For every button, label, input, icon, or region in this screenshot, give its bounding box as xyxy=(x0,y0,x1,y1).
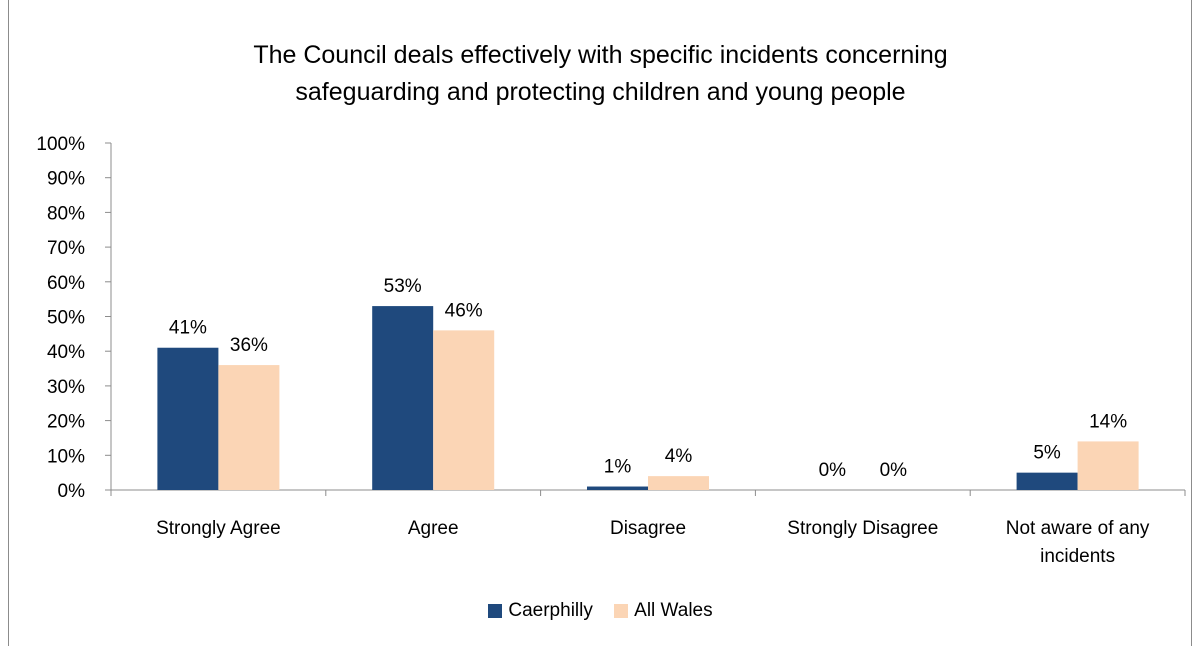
legend-swatch-caerphilly xyxy=(488,604,503,618)
x-category-label: Not aware of any xyxy=(1006,518,1150,539)
legend-item-caerphilly: Caerphilly xyxy=(488,600,593,622)
y-tick-label: 50% xyxy=(47,308,85,329)
legend-item-all-wales: All Wales xyxy=(614,600,713,622)
chart-frame xyxy=(8,0,1192,646)
legend-label-caerphilly: Caerphilly xyxy=(508,600,593,621)
y-tick-label: 40% xyxy=(47,342,85,363)
data-label-caerphilly: 41% xyxy=(169,318,207,339)
bar-caerphilly xyxy=(1016,472,1078,490)
y-tick-label: 0% xyxy=(58,481,86,502)
x-category-label: Agree xyxy=(408,518,459,539)
data-label-all-wales: 0% xyxy=(880,460,908,481)
x-category-label: Strongly Agree xyxy=(156,518,281,539)
legend-swatch-all-wales xyxy=(614,604,629,618)
chart-title-line-2: safeguarding and protecting children and… xyxy=(295,78,906,106)
bar-caerphilly xyxy=(157,347,219,490)
legend-label-all-wales: All Wales xyxy=(634,600,713,621)
y-tick-label: 80% xyxy=(47,203,85,224)
x-category-label: incidents xyxy=(1040,546,1115,567)
data-label-caerphilly: 53% xyxy=(384,276,422,297)
bar-all-wales xyxy=(1077,441,1139,490)
data-label-caerphilly: 0% xyxy=(819,460,847,481)
y-tick-label: 10% xyxy=(47,446,85,467)
x-category-label: Strongly Disagree xyxy=(787,518,938,539)
chart-title: The Council deals effectively with speci… xyxy=(0,37,1201,111)
bar-caerphilly xyxy=(372,306,434,490)
data-label-all-wales: 36% xyxy=(230,335,268,356)
y-tick-label: 60% xyxy=(47,273,85,294)
data-label-all-wales: 4% xyxy=(665,446,693,467)
data-label-caerphilly: 5% xyxy=(1033,443,1061,464)
bar-all-wales xyxy=(433,330,495,490)
y-tick-label: 30% xyxy=(47,377,85,398)
y-tick-label: 70% xyxy=(47,238,85,259)
legend: Caerphilly All Wales xyxy=(0,600,1201,624)
data-label-all-wales: 14% xyxy=(1089,411,1127,432)
x-category-label: Disagree xyxy=(610,518,686,539)
bar-all-wales xyxy=(218,365,280,490)
y-tick-label: 90% xyxy=(47,169,85,190)
bar-all-wales xyxy=(648,476,709,490)
data-label-all-wales: 46% xyxy=(445,300,483,321)
data-label-caerphilly: 1% xyxy=(604,457,632,478)
bar-caerphilly xyxy=(587,486,648,490)
y-tick-label: 20% xyxy=(47,412,85,433)
y-tick-label: 100% xyxy=(36,134,85,155)
chart-title-line-1: The Council deals effectively with speci… xyxy=(253,41,948,69)
